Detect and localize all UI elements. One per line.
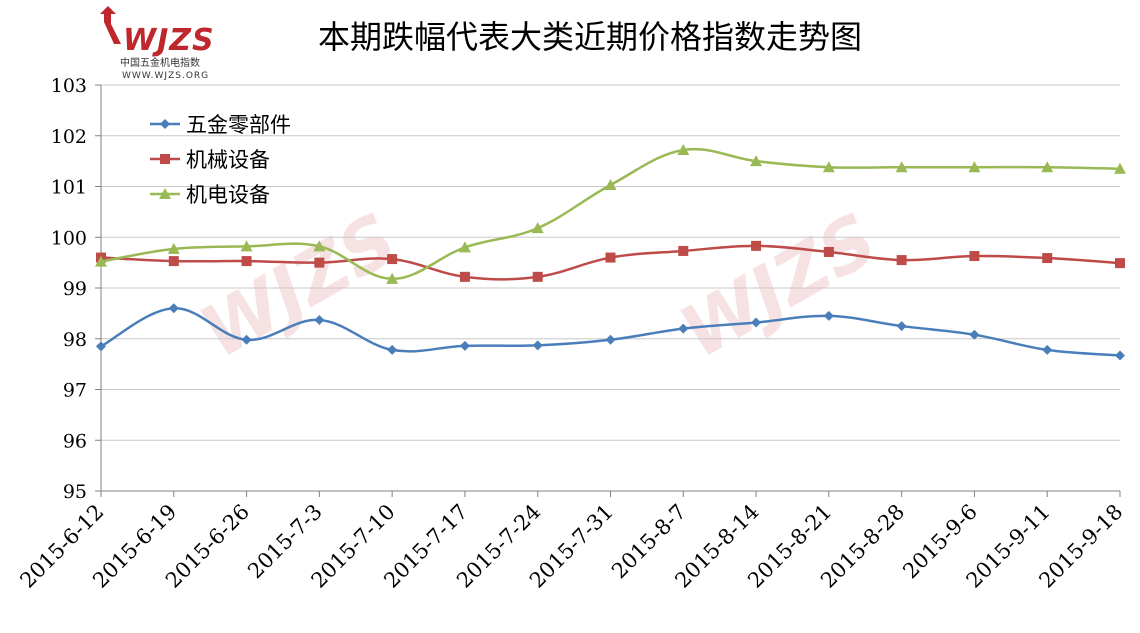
data-point (677, 143, 690, 155)
logo-brand: WJZS (123, 23, 215, 58)
data-point (969, 329, 980, 340)
logo-url: WWW.WJZS.ORG (122, 71, 209, 81)
y-tick-label: 100 (51, 227, 87, 249)
data-point (241, 334, 252, 345)
data-point (96, 341, 106, 352)
data-point (896, 321, 907, 332)
data-point (1042, 344, 1053, 355)
data-point (751, 317, 762, 328)
svg-text:WJZS: WJZS (667, 197, 891, 375)
data-point (1115, 258, 1125, 269)
data-point (1042, 253, 1053, 264)
logo: WJZS 中国五金机电指数 WWW.WJZS.ORG (100, 6, 215, 81)
data-point (167, 242, 180, 254)
legend-item: 机械设备 (150, 148, 270, 172)
data-point (458, 241, 471, 253)
legend-label: 机械设备 (186, 148, 270, 172)
data-point (1114, 162, 1126, 174)
data-point (751, 240, 762, 251)
y-tick-label: 99 (63, 278, 87, 300)
series-lines (95, 143, 1126, 361)
watermark-left: WJZS (187, 197, 411, 375)
data-point (314, 314, 325, 325)
svg-text:WJZS: WJZS (187, 197, 411, 375)
data-point (386, 272, 399, 284)
data-point (314, 257, 325, 268)
watermark-right: WJZS (667, 197, 891, 375)
data-point (387, 344, 398, 355)
data-point (896, 255, 907, 266)
data-point (168, 303, 179, 314)
logo-name-cn: 中国五金机电指数 (120, 56, 200, 69)
data-point (678, 323, 689, 334)
y-tick-label: 98 (63, 329, 87, 351)
data-point (95, 255, 107, 267)
data-point (968, 161, 981, 173)
data-point (532, 271, 543, 282)
data-point (1115, 350, 1125, 361)
y-tick-label: 103 (51, 75, 87, 97)
data-point (750, 155, 763, 167)
legend-item: 五金零部件 (150, 113, 291, 137)
y-tick-label: 96 (63, 430, 87, 452)
data-point (387, 254, 398, 265)
legend-label: 五金零部件 (186, 113, 291, 137)
data-point (168, 256, 179, 267)
legend-marker (160, 119, 170, 129)
data-point (822, 161, 835, 173)
data-point (240, 240, 253, 252)
data-point (313, 240, 326, 252)
data-point (459, 340, 470, 351)
legend-marker (159, 188, 171, 199)
data-point (823, 310, 834, 321)
data-point (604, 178, 617, 190)
y-tick-label: 97 (63, 380, 87, 402)
logo-arrow-icon (100, 6, 121, 44)
data-point (459, 271, 470, 282)
y-tick-label: 95 (63, 481, 87, 503)
data-point (531, 222, 544, 234)
data-point (605, 252, 616, 263)
data-point (532, 340, 543, 351)
legend-label: 机电设备 (186, 183, 270, 207)
series-1 (96, 303, 1125, 361)
legend-item: 机电设备 (150, 183, 270, 207)
chart-title: 本期跌幅代表大类近期价格指数走势图 (318, 18, 862, 56)
data-point (241, 256, 252, 267)
y-tick-label: 101 (51, 177, 87, 199)
series-line (100, 307, 1121, 357)
data-point (1041, 161, 1054, 173)
data-point (605, 334, 616, 345)
data-point (895, 161, 908, 173)
data-point (969, 251, 980, 262)
y-tick-label: 102 (51, 126, 87, 148)
series-3 (95, 143, 1126, 284)
data-point (678, 245, 689, 256)
legend-marker (160, 154, 170, 164)
data-point (823, 246, 834, 257)
